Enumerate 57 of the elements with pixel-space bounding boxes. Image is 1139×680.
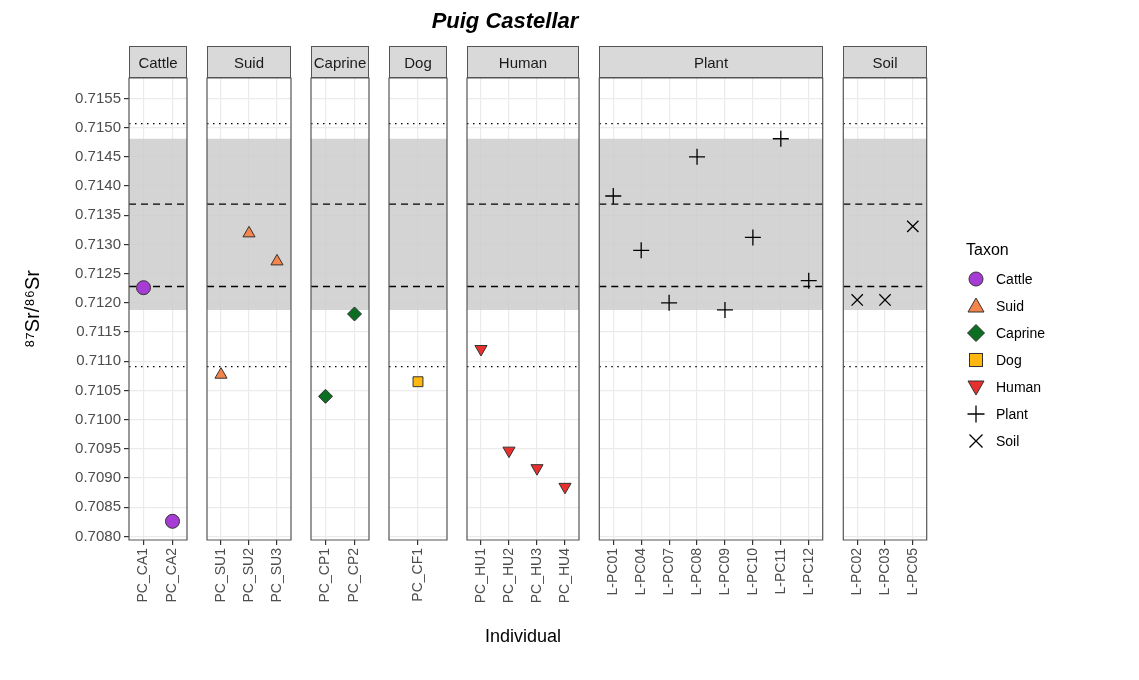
x-tick-label: L-PC09 (715, 547, 732, 596)
y-tick-label: 0.7135 (75, 205, 121, 223)
legend-title: Taxon (966, 241, 1010, 259)
legend-label: Suid (996, 297, 1025, 314)
chart-title: Human (498, 53, 548, 71)
legend-label: Cattle (996, 270, 1033, 287)
legend-label: Soil (996, 432, 1020, 449)
y-tick-label: 0.7130 (75, 234, 121, 252)
y-tick-label: 0.7145 (75, 146, 121, 164)
chart-title: Suid (233, 53, 265, 71)
y-tick-label: 0.7150 (75, 117, 121, 135)
y-tick-label: 0.7155 (75, 88, 121, 106)
y-tick-label: 0.7100 (75, 409, 121, 427)
x-tick-label: L-PC12 (799, 547, 816, 596)
legend-label: Caprine (996, 324, 1046, 341)
x-tick-label: L-PC04 (632, 547, 649, 596)
chart-title: Cattle (138, 53, 178, 71)
x-tick-label: PC_CA2 (163, 547, 180, 603)
x-tick-label: PC_SU2 (239, 547, 256, 603)
x-tick-label: PC_CA1 (134, 547, 151, 603)
y-tick-label: 0.7095 (75, 439, 121, 457)
text: Puig Castellar (430, 8, 581, 34)
x-tick-label: PC_SU3 (267, 547, 284, 603)
x-tick-label: L-PC10 (743, 547, 760, 596)
y-tick-label: 0.7140 (75, 176, 121, 194)
y-tick-label: 0.7110 (76, 351, 121, 369)
y-tick-label: 0.7120 (75, 293, 121, 311)
chart-title: Caprine (313, 53, 367, 71)
chart-title: Soil (872, 53, 898, 71)
x-axis-title: Individual (484, 626, 562, 647)
x-tick-label: L-PC08 (687, 547, 704, 596)
legend-label: Dog (996, 351, 1022, 368)
x-tick-label: L-PC02 (848, 547, 865, 596)
x-tick-label: PC_CF1 (408, 547, 425, 602)
x-tick-label: PC_SU1 (211, 547, 228, 603)
legend-label: Plant (996, 405, 1028, 422)
y-tick-label: 0.7090 (75, 468, 121, 486)
y-tick-label: 0.7105 (75, 380, 121, 398)
x-tick-label: L-PC07 (659, 547, 676, 596)
chart-title: Plant (693, 53, 729, 71)
x-tick-label: L-PC01 (604, 547, 621, 596)
y-tick-label: 0.7115 (76, 322, 121, 340)
y-tick-label: 0.7085 (75, 497, 121, 515)
x-tick-label: L-PC11 (771, 547, 788, 595)
x-tick-label: PC_CP2 (345, 547, 362, 603)
x-tick-label: PC_HU2 (499, 547, 516, 604)
x-tick-label: L-PC05 (903, 547, 920, 596)
chart-title: Dog (404, 53, 432, 71)
x-tick-label: PC_HU1 (471, 547, 488, 604)
x-tick-label: PC_CP1 (316, 547, 333, 603)
x-tick-label: PC_HU3 (527, 547, 544, 604)
y-tick-label: 0.7080 (75, 526, 121, 544)
legend-label: Human (996, 378, 1042, 395)
y-axis-title: ⁸⁷Sr/⁸⁶Sr (20, 269, 43, 348)
x-tick-label: L-PC03 (875, 547, 892, 596)
x-tick-label: PC_HU4 (555, 547, 572, 604)
y-tick-label: 0.7125 (75, 263, 121, 281)
